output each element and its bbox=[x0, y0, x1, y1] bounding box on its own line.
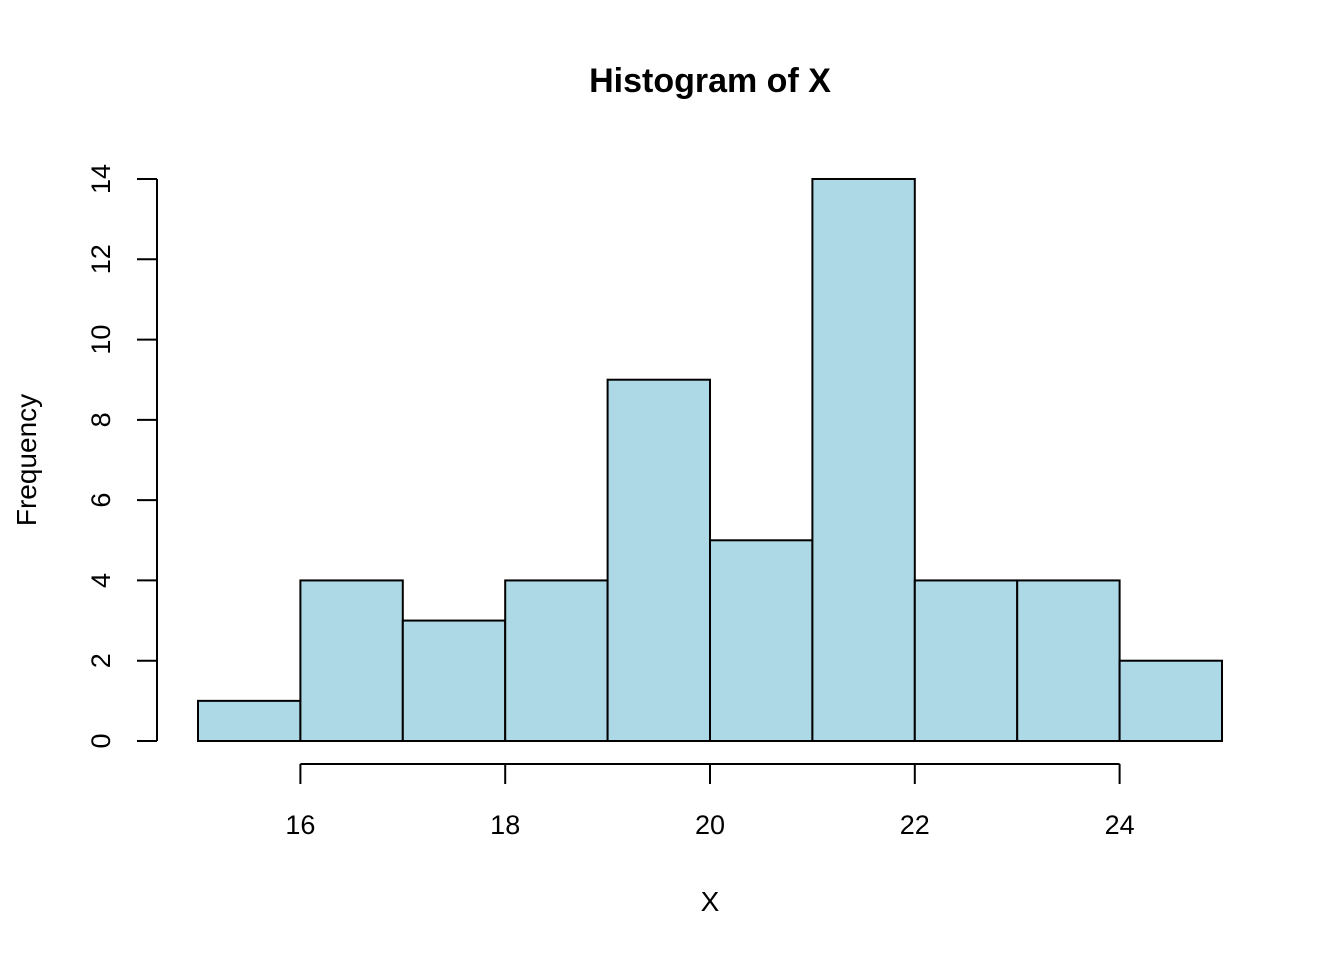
histogram-bar bbox=[401, 619, 507, 742]
chart-title: Histogram of X bbox=[589, 62, 831, 100]
x-tick-label: 22 bbox=[900, 810, 930, 840]
y-tick-label: 14 bbox=[86, 164, 116, 194]
x-tick-label: 24 bbox=[1105, 810, 1135, 840]
histogram-bar bbox=[709, 539, 814, 742]
y-tick-label: 4 bbox=[86, 573, 116, 588]
y-axis: 0 2 4 6 8 10 12 14 bbox=[86, 164, 158, 749]
y-tick-label: 8 bbox=[86, 412, 116, 427]
x-axis-label: X bbox=[701, 886, 720, 917]
y-tick-label: 12 bbox=[86, 244, 116, 274]
histogram-bar bbox=[197, 699, 302, 742]
x-tick-label: 18 bbox=[490, 810, 520, 840]
y-axis-label: Frequency bbox=[11, 394, 42, 526]
x-tick-label: 16 bbox=[285, 810, 315, 840]
histogram-bar bbox=[606, 378, 711, 742]
x-axis: 16 18 20 22 24 bbox=[285, 763, 1135, 840]
y-tick-label: 10 bbox=[86, 325, 116, 355]
y-tick-label: 6 bbox=[86, 493, 116, 508]
histogram-bar bbox=[913, 579, 1019, 743]
x-tick-label: 20 bbox=[695, 810, 725, 840]
y-tick-label: 0 bbox=[86, 733, 116, 748]
bars-group bbox=[197, 178, 1223, 743]
histogram-bar bbox=[1118, 659, 1223, 743]
histogram-bar bbox=[299, 579, 404, 743]
histogram-bar bbox=[1016, 579, 1121, 743]
histogram-bar bbox=[811, 178, 916, 742]
histogram-bar bbox=[504, 579, 609, 743]
y-tick-label: 2 bbox=[86, 653, 116, 668]
